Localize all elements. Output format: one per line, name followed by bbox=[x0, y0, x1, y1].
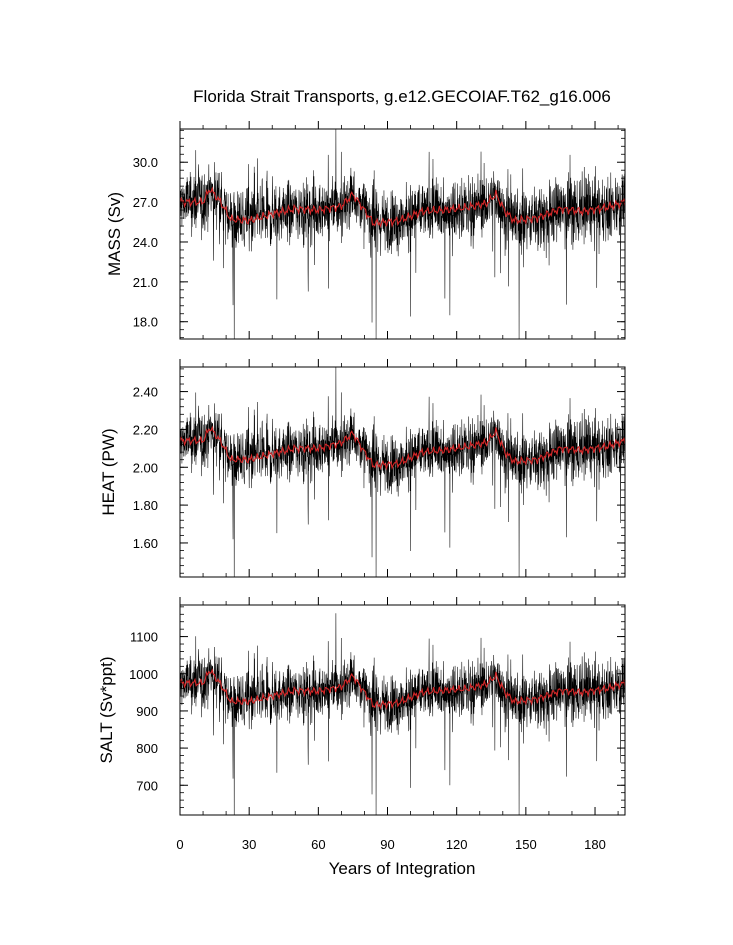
x-tick-label: 60 bbox=[311, 837, 325, 852]
heat-y-tick-label: 2.00 bbox=[133, 460, 158, 475]
heat-y-tick-label: 2.20 bbox=[133, 422, 158, 437]
salt-raw-series bbox=[179, 613, 626, 816]
salt-y-tick-label: 1000 bbox=[129, 667, 158, 682]
x-tick-labels: 0 30 60 90 120 150 180 bbox=[176, 837, 605, 852]
salt-plot-frame bbox=[179, 604, 626, 816]
salt-y-axis-label: SALT (Sv*ppt) bbox=[97, 656, 116, 763]
heat-y-tick-label: 1.60 bbox=[133, 536, 158, 551]
heat-x-ticks bbox=[179, 359, 619, 577]
x-tick-label: 30 bbox=[242, 837, 256, 852]
x-tick-label: 90 bbox=[380, 837, 394, 852]
salt-x-ticks bbox=[179, 597, 619, 815]
heat-smoothed-line bbox=[179, 425, 626, 471]
heat-raw-line bbox=[179, 367, 626, 578]
mass-y-ticks: 18.0 21.0 24.0 27.0 30.0 bbox=[133, 129, 625, 339]
salt-y-tick-label: 1100 bbox=[130, 630, 158, 645]
mass-y-tick-label: 18.0 bbox=[133, 315, 158, 330]
x-tick-label: 0 bbox=[176, 837, 183, 852]
mass-x-ticks bbox=[179, 121, 619, 339]
salt-y-tick-label: 800 bbox=[136, 741, 158, 756]
mass-raw-series bbox=[179, 128, 626, 340]
mass-y-tick-label: 24.0 bbox=[133, 235, 158, 250]
x-axis-label: Years of Integration bbox=[329, 859, 476, 878]
x-tick-label: 150 bbox=[515, 837, 537, 852]
x-tick-label: 120 bbox=[446, 837, 468, 852]
heat-y-ticks: 1.60 1.80 2.00 2.20 2.40 bbox=[133, 368, 625, 574]
heat-y-tick-label: 2.40 bbox=[133, 385, 158, 400]
mass-raw-line bbox=[179, 128, 626, 340]
salt-y-tick-label: 700 bbox=[136, 778, 158, 793]
mass-y-axis-label: MASS (Sv) bbox=[105, 192, 124, 276]
panel-heat: 1.60 1.80 2.00 2.20 2.40 HEAT (PW) bbox=[99, 359, 626, 578]
mass-smoothed-series bbox=[179, 186, 626, 229]
mass-y-tick-label: 21.0 bbox=[133, 275, 158, 290]
x-tick-label: 180 bbox=[584, 837, 606, 852]
heat-y-tick-label: 1.80 bbox=[133, 498, 158, 513]
salt-y-ticks: 700 800 900 1000 1100 bbox=[129, 606, 625, 816]
mass-smoothed-line bbox=[179, 186, 626, 229]
heat-plot-frame bbox=[179, 366, 626, 578]
panel-mass: 18.0 21.0 24.0 27.0 30.0 MASS (Sv) bbox=[105, 121, 626, 340]
heat-y-axis-label: HEAT (PW) bbox=[99, 428, 118, 515]
salt-smoothed-series bbox=[179, 668, 626, 711]
salt-raw-line bbox=[179, 613, 626, 816]
chart-title: Florida Strait Transports, g.e12.GECOIAF… bbox=[193, 87, 611, 106]
salt-smoothed-line bbox=[179, 668, 626, 711]
heat-smoothed-series bbox=[179, 425, 626, 471]
heat-raw-series bbox=[179, 367, 626, 578]
panel-salt: 700 800 900 1000 1100 SALT (Sv*ppt) bbox=[97, 597, 626, 816]
salt-y-tick-label: 900 bbox=[136, 704, 158, 719]
mass-y-tick-label: 27.0 bbox=[133, 195, 158, 210]
mass-y-tick-label: 30.0 bbox=[133, 155, 158, 170]
